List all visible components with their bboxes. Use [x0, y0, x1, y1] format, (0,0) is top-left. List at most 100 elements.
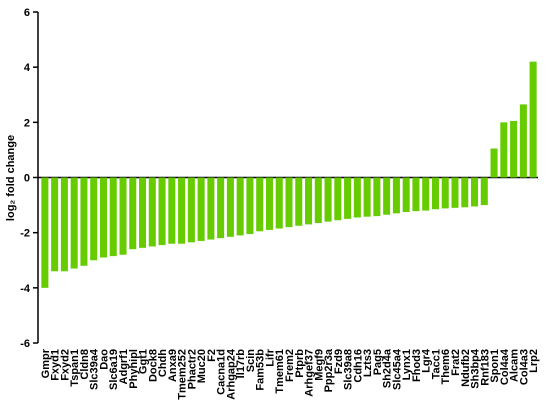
y-tick-label: 2 [24, 117, 30, 129]
x-tick-label: Ndufb2 [460, 349, 472, 387]
x-tick-label: Fzd9 [333, 349, 345, 374]
bar [392, 177, 400, 214]
bar [158, 177, 166, 246]
x-tick-label: Slc6a19 [108, 349, 120, 390]
x-tick-label: Il17rb [235, 349, 247, 379]
x-tick-label: Cacna1d [216, 349, 228, 395]
bar [402, 177, 410, 212]
bar [41, 177, 49, 288]
bar [441, 177, 449, 209]
x-tick-label: Anxa9 [167, 349, 179, 382]
bar [187, 177, 195, 243]
bar [99, 177, 107, 258]
x-tick-label: Lifr [264, 348, 276, 366]
x-tick-label: Frem2 [284, 349, 296, 382]
bar [334, 177, 342, 221]
bar [236, 177, 244, 236]
y-tick-label: 0 [24, 173, 30, 185]
x-tick-label: Fhod3 [411, 349, 423, 382]
y-tick-label: 4 [24, 62, 31, 74]
x-tick-label: Tmem61 [274, 349, 286, 394]
x-tick-label: Gmpr [40, 348, 52, 378]
bar [256, 177, 264, 232]
y-tick-label: -2 [20, 228, 30, 240]
x-tick-label: Slc39a8 [343, 349, 355, 390]
x-tick-label: Arhgef37 [304, 349, 316, 397]
x-tick-label: Muc20 [196, 349, 208, 383]
x-tick-label: Frat2 [450, 349, 462, 376]
bar [148, 177, 156, 247]
bar [451, 177, 459, 208]
y-axis-title: log₂ fold change [5, 135, 17, 221]
x-tick-label: Tacc1 [430, 349, 442, 379]
bar [178, 177, 186, 244]
bar [275, 177, 283, 229]
x-tick-label: Lgr4 [421, 348, 433, 373]
x-tick-label: Phactr2 [186, 349, 198, 389]
bar [226, 177, 234, 237]
x-tick-label: Fam53b [255, 349, 267, 391]
x-tick-label: Alcam [509, 349, 521, 382]
x-tick-label: Lynx1 [401, 349, 413, 380]
bar [246, 177, 254, 235]
x-tick-label: Cldn8 [79, 349, 91, 380]
bar [490, 148, 498, 178]
x-tick-label: Spon1 [489, 349, 501, 383]
bar [431, 177, 439, 210]
bar [383, 177, 391, 215]
bar [285, 177, 293, 228]
y-tick-label: -4 [20, 283, 31, 295]
bar [422, 177, 430, 211]
x-tick-label: F2 [206, 349, 218, 362]
x-tick-label: Slc39a4 [89, 348, 101, 390]
bar [353, 177, 361, 218]
x-tick-label: Adgrf1 [118, 349, 130, 384]
y-tick-label: -6 [20, 338, 30, 350]
x-tick-label: Ggt1 [138, 349, 150, 374]
bar [480, 177, 488, 206]
x-tick-label: Col4a4 [499, 348, 511, 385]
bar [295, 177, 303, 226]
x-tick-label: Col4a3 [518, 349, 530, 385]
x-tick-label: Fxyd2 [59, 349, 71, 381]
bar [90, 177, 98, 261]
bar [168, 177, 176, 244]
bar [471, 177, 479, 207]
x-tick-label: Dao [98, 349, 110, 370]
bar [344, 177, 352, 219]
x-tick-label: Ppp2r3a [323, 348, 335, 392]
x-tick-label: Phyhipl [128, 349, 140, 389]
x-tick-label: Lzts3 [362, 349, 374, 377]
bar [510, 120, 518, 178]
bar [80, 177, 88, 266]
x-tick-label: Tmem252 [177, 349, 189, 400]
x-tick-label: Arhgap24 [225, 348, 237, 400]
bar [519, 104, 527, 178]
bar [461, 177, 469, 208]
bar [363, 177, 371, 217]
bar [60, 177, 68, 272]
bar [217, 177, 225, 239]
x-tick-label: Pag5 [372, 349, 384, 375]
bar [109, 177, 117, 257]
x-tick-label: Slc45a4 [391, 348, 403, 390]
bar [529, 61, 537, 178]
x-tick-label: Sh2d4a [382, 348, 394, 388]
x-tick-label: Megf9 [313, 349, 325, 381]
x-tick-label: Them6 [440, 349, 452, 384]
bar [305, 177, 313, 225]
bar [70, 177, 78, 269]
x-tick-label: Chdh [157, 349, 169, 377]
x-tick-label: Lrp2 [528, 349, 540, 373]
bar [373, 177, 381, 217]
x-tick-label: Cdh16 [352, 349, 364, 383]
bar [207, 177, 215, 240]
x-tick-label: Scin [245, 349, 257, 373]
bar [51, 177, 59, 272]
x-tick-label: Dock8 [147, 349, 159, 382]
x-tick-label: Rnf183 [479, 349, 491, 386]
x-tick-label: Tspan1 [69, 349, 81, 387]
bar [197, 177, 205, 241]
bar [129, 177, 137, 250]
bar [500, 122, 508, 178]
